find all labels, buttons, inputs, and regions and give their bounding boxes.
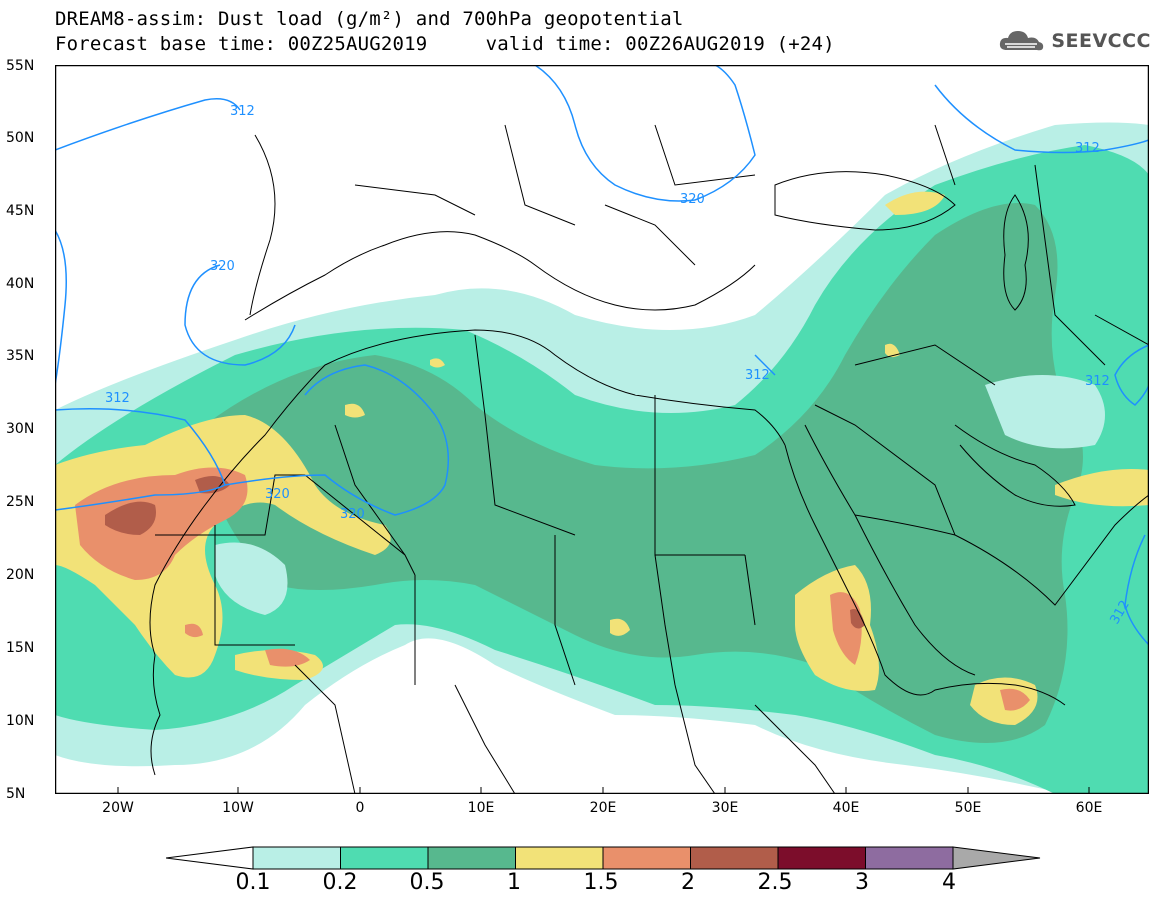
lon-label: 10E <box>467 800 495 816</box>
dust-region-brown <box>105 501 156 535</box>
colorbar-left-arrow <box>166 846 254 870</box>
coastlines <box>149 124 1149 794</box>
colorbar-label: 2 <box>681 870 695 895</box>
lat-label: 5N <box>6 786 26 802</box>
colorbar-label: 1.5 <box>583 870 619 895</box>
colorbar-label: 0.2 <box>322 870 358 895</box>
colorbar-swatch <box>865 846 954 870</box>
colorbar <box>166 846 1041 870</box>
lat-label: 40N <box>6 276 35 292</box>
dust-map: 312 320 312 312 320 320 320 312 312 312 <box>54 64 1150 795</box>
contour-label: 320 <box>210 259 235 274</box>
lat-label: 45N <box>6 203 35 219</box>
contour-label: 312 <box>105 391 130 406</box>
lon-label: 50E <box>954 800 982 816</box>
contour-label: 312 <box>1075 141 1100 156</box>
contour-label: 312 <box>1085 374 1110 389</box>
lat-label: 25N <box>6 494 35 510</box>
cloud-icon <box>1000 31 1044 51</box>
logo-text: SEEVCCC <box>1051 30 1151 52</box>
contour-label: 312 <box>745 368 770 383</box>
lon-label: 40E <box>832 800 860 816</box>
map-title: DREAM8-assim: Dust load (g/m²) and 700hP… <box>55 8 684 30</box>
colorbar-label: 0.5 <box>409 870 445 895</box>
contour-label: 320 <box>265 487 290 502</box>
dust-region-orange-west <box>75 467 248 580</box>
colorbar-swatch <box>602 846 691 870</box>
colorbar-label: 3 <box>855 870 869 895</box>
colorbar-swatch <box>427 846 516 870</box>
colorbar-label: 2.5 <box>757 870 793 895</box>
lon-label: 20W <box>102 800 134 816</box>
colorbar-swatch <box>515 846 604 870</box>
lon-label: 10W <box>222 800 254 816</box>
lat-label: 50N <box>6 130 35 146</box>
map-subtitle: Forecast base time: 00Z25AUG2019 valid t… <box>55 33 835 55</box>
colorbar-swatch <box>690 846 779 870</box>
lat-label: 10N <box>6 713 35 729</box>
colorbar-swatch <box>777 846 866 870</box>
lat-label: 35N <box>6 348 35 364</box>
lat-label: 55N <box>6 58 35 74</box>
lon-label: 0 <box>355 800 365 816</box>
colorbar-label: 1 <box>507 870 521 895</box>
contour-label: 320 <box>680 192 705 207</box>
colorbar-swatch <box>252 846 341 870</box>
colorbar-label: 4 <box>942 870 956 895</box>
lat-label: 15N <box>6 640 35 656</box>
map-frame <box>54 64 1150 795</box>
lon-label: 20E <box>589 800 617 816</box>
colorbar-right-arrow <box>952 846 1041 870</box>
axis-ticks <box>117 787 1090 794</box>
seevccc-logo: SEEVCCC <box>997 28 1151 54</box>
lat-label: 20N <box>6 567 35 583</box>
geopotential-contours <box>55 65 1149 646</box>
lat-label: 30N <box>6 421 35 437</box>
lon-label: 60E <box>1075 800 1103 816</box>
colorbar-swatch <box>340 846 429 870</box>
contour-label: 320 <box>340 507 365 522</box>
map-canvas: 312 320 312 312 320 320 320 312 312 312 <box>54 64 1150 795</box>
lon-label: 30E <box>711 800 739 816</box>
colorbar-label: 0.1 <box>235 870 271 895</box>
contour-label: 312 <box>230 104 255 119</box>
